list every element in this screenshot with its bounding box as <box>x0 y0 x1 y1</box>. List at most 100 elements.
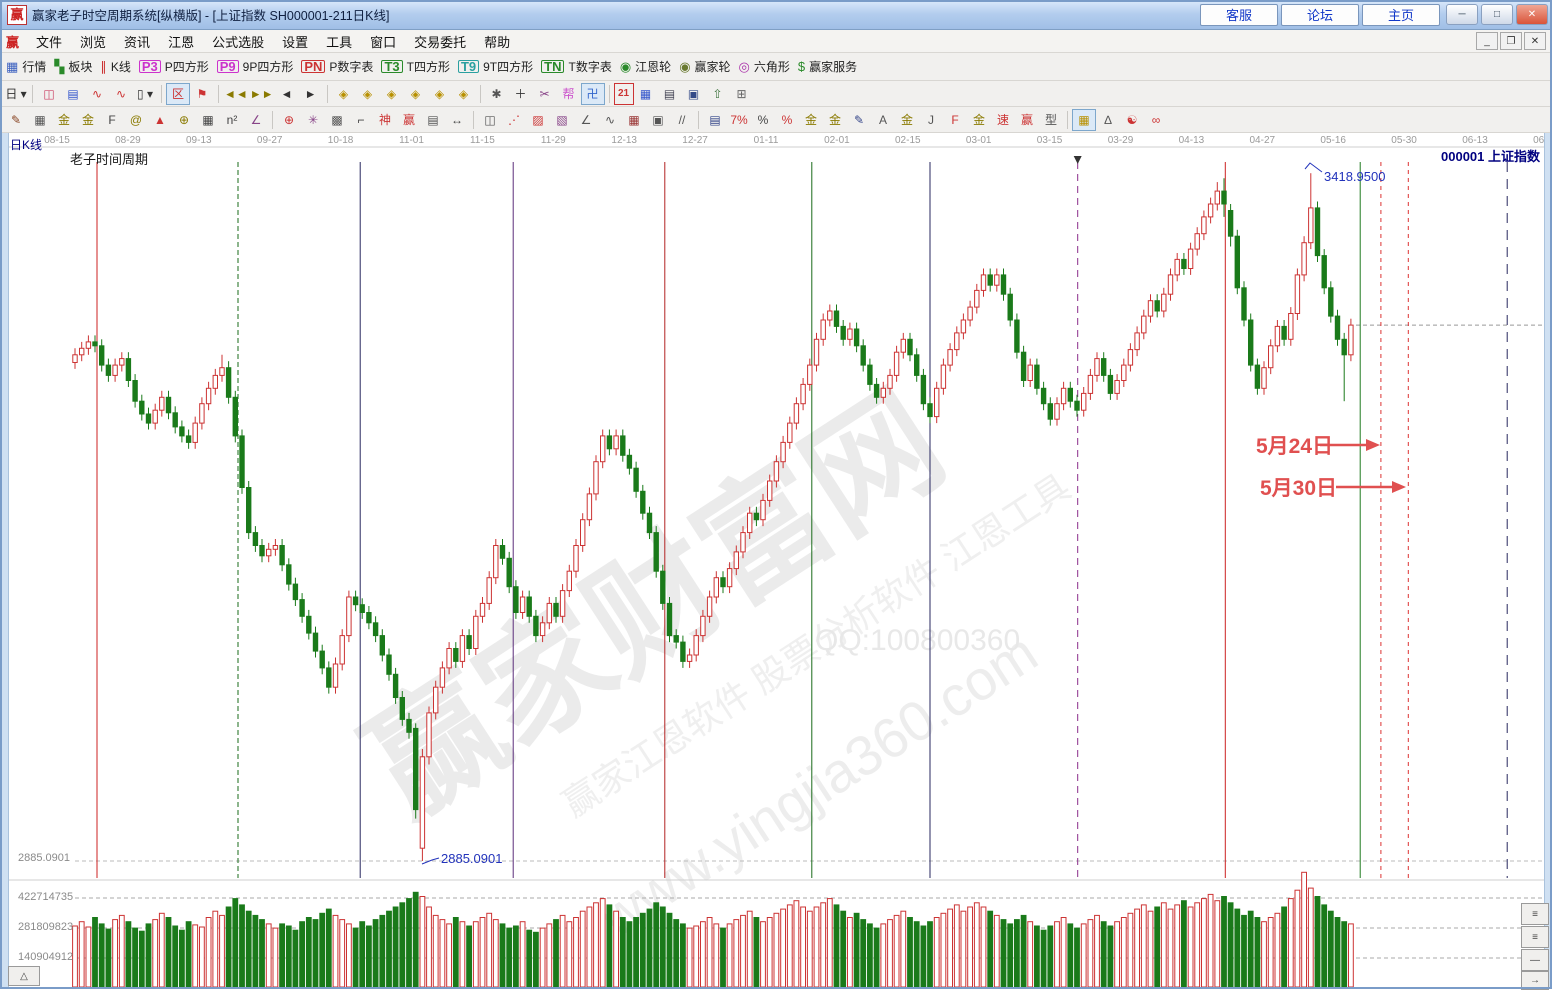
menu-help[interactable]: 帮助 <box>484 34 511 50</box>
menu-window[interactable]: 窗口 <box>370 34 397 50</box>
percent-line-button[interactable]: % <box>781 112 793 127</box>
stat-bars-button[interactable]: ▤ <box>709 112 721 127</box>
gold-price-line-button[interactable]: 金 <box>828 113 841 127</box>
trend-angles-button[interactable]: ∠ <box>580 112 592 127</box>
toolbar-p-square-button[interactable]: P3 P四方形 <box>138 58 209 75</box>
menu-formula-picker[interactable]: 公式选股 <box>212 34 265 50</box>
f-angle-button[interactable]: F <box>951 112 959 127</box>
hatch-lines-button[interactable]: // <box>678 112 686 127</box>
export-button[interactable]: ⇧ <box>712 86 723 101</box>
calculator-button[interactable]: ▦ <box>639 86 652 101</box>
hand-tool-button[interactable]: ✱ <box>491 86 502 101</box>
menu-browse[interactable]: 浏览 <box>80 34 107 50</box>
ink-line-button[interactable]: ✎ <box>853 112 865 127</box>
child-restore-button[interactable]: ❐ <box>1500 32 1522 50</box>
draw-pen-button[interactable]: ✎ <box>10 112 22 127</box>
target-web-button[interactable]: ✳ <box>307 112 319 127</box>
child-minimize-button[interactable]: _ <box>1476 32 1498 50</box>
panel-size-button-1[interactable]: ≡ <box>1521 903 1549 925</box>
menu-tools[interactable]: 工具 <box>326 34 353 50</box>
line-chart-3-button[interactable]: ∿ <box>91 86 103 101</box>
gold-circle-line-button[interactable]: 金 <box>804 113 817 127</box>
child-close-button[interactable]: ✕ <box>1524 32 1546 50</box>
panel-size-button-3[interactable]: — <box>1521 949 1549 971</box>
gold-grid-2-button[interactable]: 金 <box>81 113 94 127</box>
wave-tool-button[interactable]: ∿ <box>604 112 616 127</box>
number-grid-123-button[interactable]: ▤ <box>427 112 439 127</box>
pattern-tool-button[interactable]: 卍 <box>580 82 605 105</box>
menu-trading[interactable]: 交易委托 <box>414 34 467 50</box>
help-pattern-button[interactable]: 帮 <box>562 87 575 101</box>
right-angle-button[interactable]: ⌐ <box>357 112 365 127</box>
angle-ruler-button[interactable]: ∠ <box>250 112 262 127</box>
menu-gann[interactable]: 江恩 <box>168 34 195 50</box>
forum-button[interactable]: 论坛 <box>1281 3 1359 26</box>
prev-bar-button[interactable]: ◄ <box>280 86 293 101</box>
calendar-button[interactable]: 21 <box>613 82 634 105</box>
spiral-tool-button[interactable]: @ <box>129 112 143 127</box>
diamond-all-button[interactable]: ◈ <box>434 86 445 101</box>
toolbar-t-number-table-button[interactable]: TN T数字表 <box>541 58 612 75</box>
diamond-fit-button[interactable]: ◈ <box>458 86 469 101</box>
square-numbers-button[interactable]: n² <box>226 112 238 127</box>
save-button[interactable]: ▣ <box>687 86 700 101</box>
toolbar-t-square-button[interactable]: T3 T四方形 <box>381 58 450 75</box>
gold-grid-1-button[interactable]: 金 <box>57 113 70 127</box>
percent-7-button[interactable]: 7% <box>730 112 748 127</box>
percent-button[interactable]: % <box>757 112 769 127</box>
panel-expand-button[interactable]: △ <box>8 966 40 986</box>
trend-view-button[interactable]: ∆ <box>1104 112 1112 127</box>
infinity-button[interactable]: ∞ <box>1151 112 1161 127</box>
period-day-dropdown-button[interactable]: 日 ▾ <box>5 87 27 101</box>
diamond-h-expand-button[interactable]: ◈ <box>386 86 397 101</box>
win-grid-button[interactable]: 赢 <box>402 113 415 127</box>
homepage-button[interactable]: 主页 <box>1362 3 1440 26</box>
gold-angle-button[interactable]: 金 <box>972 113 985 127</box>
toolbar-9p-square-button[interactable]: P9 9P四方形 <box>216 58 293 75</box>
diamond-left-button[interactable]: ◈ <box>338 86 349 101</box>
diamond-v-expand-button[interactable]: ◈ <box>410 86 421 101</box>
protractor-button[interactable]: ▲ <box>154 112 166 127</box>
speed-angle-button[interactable]: 速 <box>996 113 1009 127</box>
panel-split-button[interactable]: ◫ <box>484 112 496 127</box>
menu-file[interactable]: 文件 <box>36 34 63 50</box>
j-angle-button[interactable]: J <box>928 112 934 127</box>
fibonacci-grid-button[interactable]: F <box>108 112 116 127</box>
box-grid-button[interactable]: ▧ <box>556 112 568 127</box>
a-wave-button[interactable]: A <box>878 112 887 127</box>
toolbar-winner-wheel-button[interactable]: ◉ 赢家轮 <box>679 58 730 75</box>
line-chart-9-button[interactable]: ∿ <box>115 86 127 101</box>
fan-lines-button[interactable]: ⋰ <box>508 112 520 127</box>
panel-size-button-2[interactable]: ≡ <box>1521 926 1549 948</box>
skip-last-button[interactable]: ►► <box>249 86 274 101</box>
price-grid-button[interactable]: ▦ <box>628 112 640 127</box>
diamond-right-button[interactable]: ◈ <box>362 86 373 101</box>
crosshair-tool-button[interactable]: ＋ <box>514 87 527 101</box>
box-tool-button[interactable]: ▣ <box>652 112 664 127</box>
toolbar-hexagon-button[interactable]: ◎ 六角形 <box>739 58 790 75</box>
toolbar-kline-button[interactable]: ∥ K线 <box>100 58 131 75</box>
gann-fan-circle-button[interactable]: ⊕ <box>283 112 295 127</box>
grid-view-button[interactable]: ▦ <box>1072 108 1096 131</box>
toolbar-9t-square-button[interactable]: T9 9T四方形 <box>457 58 533 75</box>
minimize-button[interactable]: ─ <box>1446 4 1478 25</box>
toolbar-p-number-table-button[interactable]: PN P数字表 <box>301 58 373 75</box>
compass-button[interactable]: ⊕ <box>178 112 190 127</box>
dense-grid-button[interactable]: ▦ <box>202 112 214 127</box>
width-measure-button[interactable]: ↔ <box>451 112 463 127</box>
candle-style-dropdown-button[interactable]: ▯ ▾ <box>137 86 153 101</box>
menu-news[interactable]: 资讯 <box>124 34 151 50</box>
window-layout-button[interactable]: ◫ <box>43 86 55 101</box>
info-list-button[interactable]: ▤ <box>67 86 79 101</box>
pattern-angle-button[interactable]: 型 <box>1044 113 1057 127</box>
gold-line-2-button[interactable]: 金 <box>900 113 913 127</box>
scroll-right-button[interactable]: → <box>1521 971 1549 990</box>
win-angle-button[interactable]: 赢 <box>1020 113 1033 127</box>
toolbar-gann-wheel-button[interactable]: ◉ 江恩轮 <box>620 58 671 75</box>
toolbar-winner-service-button[interactable]: $ 赢家服务 <box>798 58 857 75</box>
maximize-button[interactable]: □ <box>1481 4 1513 25</box>
skip-first-button[interactable]: ◄◄ <box>224 86 248 101</box>
toolbar-sectors-button[interactable]: ▚ 板块 <box>54 58 92 75</box>
box-fan-button[interactable]: ▨ <box>532 112 544 127</box>
menu-settings[interactable]: 设置 <box>282 34 309 50</box>
